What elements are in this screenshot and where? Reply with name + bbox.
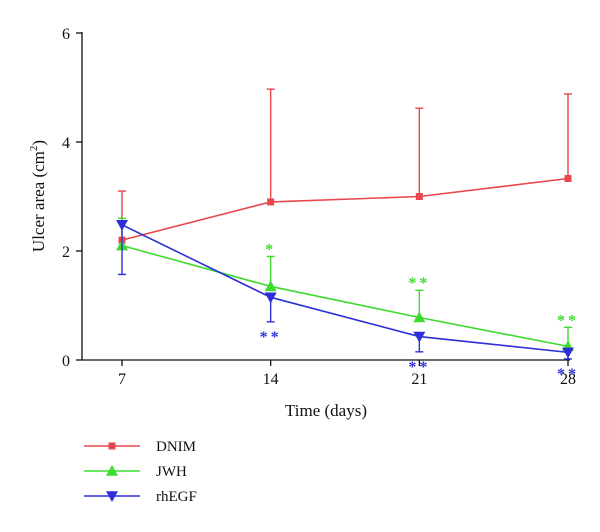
legend-item-rhegf: rhEGF: [84, 489, 197, 505]
y-tick-label: 4: [62, 135, 70, 152]
data-point: [267, 198, 275, 206]
y-tick-label: 6: [62, 26, 70, 43]
data-point: [413, 311, 426, 323]
y-axis: 0 2 4 6: [62, 26, 83, 370]
series-line: [121, 177, 569, 241]
data-point: [413, 331, 426, 343]
series-jwh: *****: [116, 217, 579, 352]
legend-label: JWH: [156, 464, 187, 480]
x-axis: 7 14 21 28: [82, 359, 576, 388]
legend-marker: [108, 442, 116, 450]
legend-label: rhEGF: [156, 489, 197, 505]
series-line: [121, 244, 569, 348]
x-axis-label: Time (days): [285, 401, 367, 420]
significance-label: **: [408, 275, 430, 292]
significance-label: *: [265, 241, 276, 258]
legend-label: DNIM: [156, 439, 196, 455]
data-point: [562, 347, 574, 359]
legend-item-dnim: DNIM: [84, 439, 196, 455]
legend-marker: [106, 465, 118, 476]
x-tick-label: 21: [411, 371, 427, 388]
legend: DNIM JWH rhEGF: [84, 439, 197, 505]
data-point: [264, 292, 277, 304]
x-tick-label: 7: [118, 371, 126, 388]
series-rhegf: ** ** **: [116, 220, 579, 383]
significance-label: **: [408, 359, 430, 376]
series-dnim: [118, 88, 572, 244]
x-tick-label: 28: [560, 371, 576, 388]
data-point: [415, 193, 423, 200]
y-tick-label: 0: [62, 353, 70, 370]
data-point: [116, 220, 128, 231]
legend-marker: [106, 491, 118, 502]
significance-label: **: [260, 329, 282, 346]
series-line: [121, 224, 569, 354]
y-tick-label: 2: [62, 244, 70, 261]
legend-item-jwh: JWH: [84, 464, 187, 480]
plot-area: ********* **: [116, 88, 579, 383]
significance-label: **: [557, 312, 579, 329]
significance-label: **: [557, 366, 579, 383]
data-point: [564, 175, 572, 183]
y-axis-label: Ulcer area (cm2): [28, 140, 48, 252]
data-point: [264, 280, 277, 292]
x-tick-label: 14: [263, 371, 279, 388]
